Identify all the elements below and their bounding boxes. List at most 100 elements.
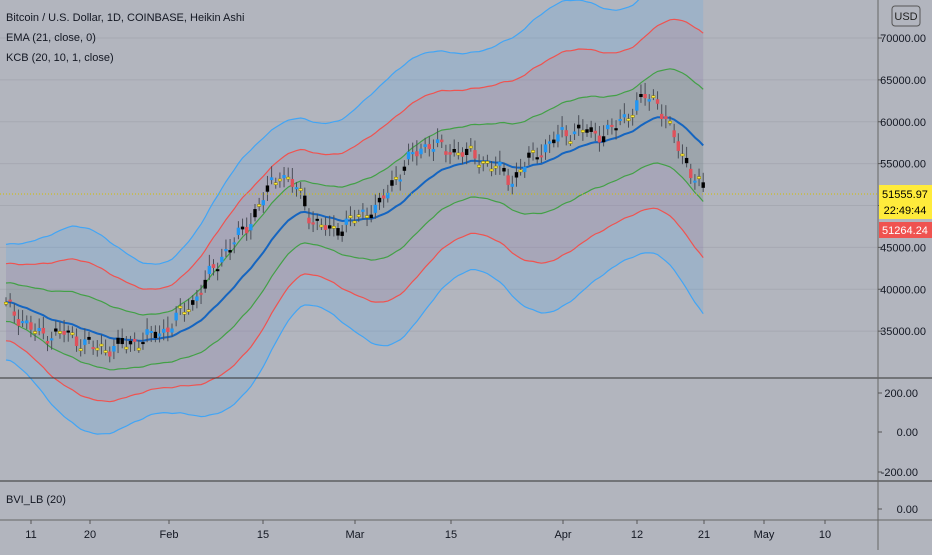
candle-body — [4, 301, 8, 305]
candle-body — [361, 209, 365, 212]
candle-body — [195, 296, 199, 301]
candle-body — [639, 94, 643, 98]
candle-body — [381, 195, 386, 199]
candle-body — [344, 218, 348, 225]
indicator-tick-label: 0.00 — [897, 427, 918, 439]
candle-body — [356, 214, 361, 218]
symbol-title[interactable]: Bitcoin / U.S. Dollar, 1D, COINBASE, Hei… — [6, 12, 244, 24]
time-axis[interactable]: 11 20 Feb 15 Mar 15 Apr 12 21 May 10 — [25, 520, 831, 541]
candle-body — [12, 311, 16, 316]
candle-body — [132, 338, 137, 342]
candle-body — [618, 118, 622, 121]
price-tick-label: 45000.00 — [880, 242, 926, 254]
candle-body — [54, 328, 58, 332]
candle-body — [294, 187, 299, 190]
time-tick-label: Apr — [554, 529, 571, 541]
candle-body — [402, 166, 407, 171]
candle-body — [369, 214, 373, 219]
candle-body — [95, 347, 100, 351]
candle-body — [510, 183, 514, 187]
candle-body — [182, 312, 187, 315]
candle-body — [377, 197, 382, 203]
candle-body — [693, 180, 697, 183]
candle-body — [556, 134, 560, 142]
candle-body — [577, 124, 581, 129]
candle-body — [635, 100, 639, 111]
time-tick-label: 21 — [698, 529, 710, 541]
candle-body — [174, 312, 178, 321]
candle-body — [622, 114, 627, 118]
candle-body — [49, 338, 54, 341]
mid-band-lower — [5, 207, 704, 403]
candle-body — [303, 195, 307, 207]
candle-body — [157, 333, 162, 337]
candle-body — [20, 321, 25, 324]
candle-body — [435, 139, 440, 143]
candle-body — [340, 231, 344, 236]
candle-body — [66, 330, 70, 333]
candle-body — [323, 225, 328, 230]
candle-body — [257, 204, 262, 207]
candle-body — [286, 176, 291, 180]
indicator-axis[interactable]: 200.00 0.00 -200.00 0.00 — [878, 388, 918, 516]
candle-body — [136, 347, 141, 351]
indicator-legend[interactable]: BVI_LB (20) — [6, 494, 66, 506]
candle-body — [448, 152, 452, 155]
candle-body — [128, 340, 133, 345]
candle-body — [83, 339, 87, 345]
candle-body — [215, 269, 220, 272]
candle-body — [232, 242, 236, 245]
kcb-legend[interactable]: KCB (20, 10, 1, close) — [6, 52, 114, 64]
candle-body — [290, 179, 295, 187]
candle-body — [539, 155, 544, 158]
ema-legend[interactable]: EMA (21, close, 0) — [6, 32, 96, 44]
indicator-tick-label: -200.00 — [881, 467, 918, 479]
price-tick-label: 60000.00 — [880, 117, 926, 129]
time-tick-label: 10 — [819, 529, 831, 541]
candle-body — [680, 153, 685, 157]
mid-band-upper — [5, 18, 704, 290]
inner-band-lower — [5, 162, 704, 371]
candle-body — [211, 264, 216, 268]
indicator-tick-label: 0.00 — [897, 504, 918, 516]
candle-body — [572, 131, 577, 135]
candle-body — [560, 127, 564, 130]
candle-body — [149, 330, 153, 333]
candle-body — [460, 152, 465, 157]
currency-button[interactable]: USD — [891, 5, 921, 27]
last-price-value: 51555.97 — [882, 189, 928, 201]
candle-body — [29, 322, 33, 330]
candle-body — [423, 144, 427, 147]
candle-body — [207, 265, 212, 275]
candle-body — [87, 336, 91, 340]
time-tick-label: Feb — [160, 529, 179, 541]
candle-body — [464, 148, 469, 156]
candle-body — [245, 227, 249, 234]
candle-body — [606, 124, 610, 130]
candle-body — [8, 299, 12, 302]
candle-body — [228, 250, 232, 253]
price-tick-label: 55000.00 — [880, 159, 926, 171]
candle-body — [166, 327, 170, 333]
candle-body — [170, 328, 174, 333]
time-tick-label: 15 — [257, 529, 269, 541]
candle-body — [456, 152, 461, 156]
candle-body — [498, 161, 502, 166]
candle-body — [253, 209, 257, 218]
candle-body — [373, 204, 378, 213]
candle-body — [481, 161, 486, 164]
candle-body — [585, 129, 589, 133]
time-tick-label: 11 — [25, 529, 36, 541]
candle-body — [668, 120, 672, 124]
candle-body — [506, 175, 510, 185]
candle-body — [45, 340, 50, 344]
candle-body — [689, 168, 693, 179]
currency-label: USD — [894, 11, 917, 23]
candle-body — [120, 338, 124, 345]
candle-body — [220, 256, 224, 263]
candle-body — [199, 292, 203, 295]
candle-body — [489, 168, 494, 172]
candle-body — [273, 182, 278, 185]
candles — [4, 82, 705, 363]
